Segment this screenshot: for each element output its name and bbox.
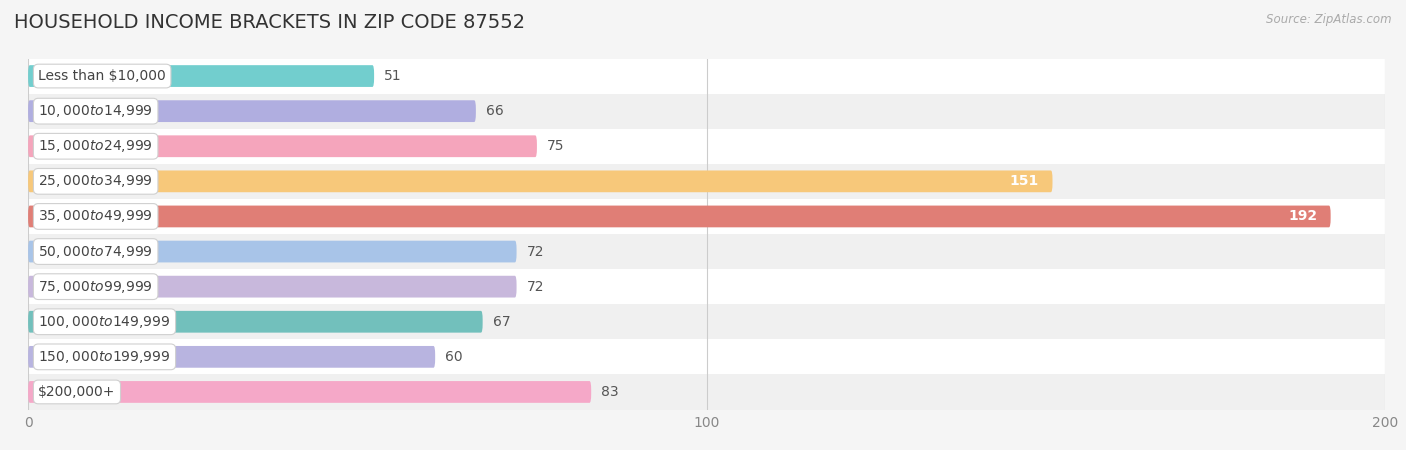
FancyBboxPatch shape (28, 65, 374, 87)
Text: 60: 60 (446, 350, 463, 364)
FancyBboxPatch shape (28, 100, 475, 122)
Bar (28, 304, 1385, 339)
Text: 72: 72 (527, 279, 544, 294)
Text: Source: ZipAtlas.com: Source: ZipAtlas.com (1267, 14, 1392, 27)
FancyBboxPatch shape (28, 311, 482, 333)
Text: 51: 51 (384, 69, 402, 83)
Text: HOUSEHOLD INCOME BRACKETS IN ZIP CODE 87552: HOUSEHOLD INCOME BRACKETS IN ZIP CODE 87… (14, 14, 526, 32)
Text: $35,000 to $49,999: $35,000 to $49,999 (38, 208, 153, 225)
Text: 151: 151 (1010, 174, 1039, 189)
Text: $10,000 to $14,999: $10,000 to $14,999 (38, 103, 153, 119)
Text: Less than $10,000: Less than $10,000 (38, 69, 166, 83)
Bar (28, 129, 1385, 164)
Text: 66: 66 (486, 104, 503, 118)
Bar (28, 199, 1385, 234)
Text: $25,000 to $34,999: $25,000 to $34,999 (38, 173, 153, 189)
Text: 192: 192 (1288, 209, 1317, 224)
Text: 72: 72 (527, 244, 544, 259)
Bar (28, 234, 1385, 269)
Bar (28, 374, 1385, 410)
FancyBboxPatch shape (28, 381, 591, 403)
Text: $100,000 to $149,999: $100,000 to $149,999 (38, 314, 170, 330)
FancyBboxPatch shape (28, 276, 516, 297)
Bar (28, 269, 1385, 304)
FancyBboxPatch shape (28, 135, 537, 157)
Bar (28, 164, 1385, 199)
Text: $15,000 to $24,999: $15,000 to $24,999 (38, 138, 153, 154)
Text: 67: 67 (494, 315, 510, 329)
Text: 75: 75 (547, 139, 565, 153)
Text: $150,000 to $199,999: $150,000 to $199,999 (38, 349, 170, 365)
FancyBboxPatch shape (28, 206, 1330, 227)
Text: $200,000+: $200,000+ (38, 385, 115, 399)
Text: 83: 83 (602, 385, 619, 399)
FancyBboxPatch shape (28, 346, 436, 368)
FancyBboxPatch shape (28, 171, 1053, 192)
Bar (28, 58, 1385, 94)
Text: $50,000 to $74,999: $50,000 to $74,999 (38, 243, 153, 260)
Text: $75,000 to $99,999: $75,000 to $99,999 (38, 279, 153, 295)
Bar (28, 339, 1385, 374)
FancyBboxPatch shape (28, 241, 516, 262)
Bar (28, 94, 1385, 129)
